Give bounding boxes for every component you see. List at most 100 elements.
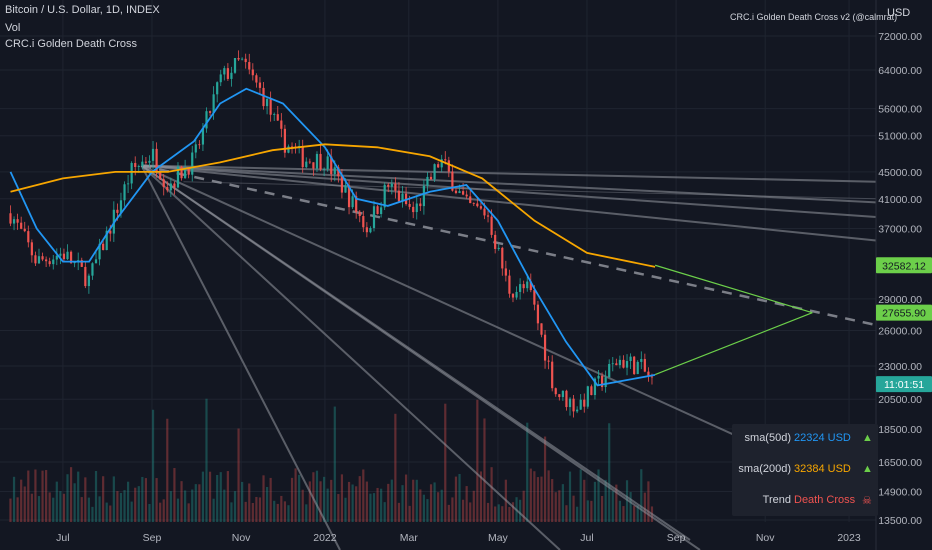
candle-body: [597, 375, 600, 379]
volume-bar: [91, 506, 94, 522]
trendline: [140, 165, 341, 550]
trendline: [140, 164, 691, 541]
volume-bar: [404, 474, 408, 522]
volume-bar: [169, 491, 172, 522]
candle-body: [80, 260, 83, 267]
volume-bar: [294, 468, 297, 522]
candle-body: [586, 386, 589, 407]
candle-body: [180, 166, 183, 179]
volume-bar: [565, 505, 568, 522]
volume-bar: [116, 491, 119, 522]
candle-body: [543, 334, 547, 361]
volume-bar: [501, 506, 504, 522]
candle-body: [647, 371, 650, 377]
candle-body: [305, 161, 308, 168]
candle-body: [144, 161, 148, 163]
candle-body: [126, 183, 130, 185]
candle-body: [280, 120, 283, 129]
candle-body: [319, 153, 322, 170]
volume-bar: [454, 476, 458, 522]
volume-bar: [494, 506, 497, 522]
candle-body: [444, 159, 447, 161]
candle-body: [169, 183, 172, 191]
volume-bar: [273, 500, 276, 522]
volume-bar: [458, 473, 461, 522]
candle-body: [45, 259, 48, 262]
candle-body: [643, 358, 646, 372]
x-tick-label: Nov: [756, 532, 775, 544]
volume-bar: [126, 481, 130, 522]
volume-bar: [66, 474, 69, 522]
volume-bar: [511, 502, 515, 522]
volume-bar: [69, 467, 73, 522]
price-badge-label: 27655.90: [882, 308, 926, 320]
volume-bar: [30, 493, 33, 522]
candle-body: [476, 203, 479, 207]
indicator-legend[interactable]: CRC.i Golden Death Cross: [5, 38, 138, 50]
x-tick-label: Jul: [580, 532, 593, 544]
volume-bar: [383, 502, 386, 522]
volume-bar: [87, 497, 90, 522]
candle-body: [141, 161, 144, 167]
x-tick-label: May: [488, 532, 509, 544]
volume-bar: [604, 479, 607, 522]
volume-bar: [166, 418, 169, 522]
candle-body: [490, 216, 493, 235]
volume-bar: [237, 428, 240, 522]
volume-bar: [176, 498, 180, 522]
currency-label[interactable]: USD: [887, 7, 911, 19]
candle-body: [102, 243, 105, 251]
candle-body: [394, 183, 397, 191]
candle-body: [287, 146, 290, 153]
candle-body: [511, 293, 515, 298]
volume-bar: [444, 403, 447, 522]
trendline: [183, 181, 877, 200]
volume-bar: [640, 469, 643, 522]
volume-bar: [647, 481, 650, 522]
volume-bar: [618, 500, 622, 522]
candle-body: [62, 253, 66, 260]
candle-body: [412, 206, 415, 213]
candle-body: [461, 191, 465, 195]
candle-body: [198, 144, 201, 146]
trendlines: [140, 164, 877, 550]
volume-bar: [583, 479, 586, 522]
volume-legend[interactable]: Vol: [5, 22, 21, 34]
candle-body: [84, 266, 87, 287]
volume-bar: [205, 398, 208, 522]
volume-bar: [372, 493, 376, 522]
volume-bar: [191, 489, 194, 522]
candle-body: [248, 62, 251, 70]
candle-body: [148, 160, 151, 163]
candle-body: [184, 168, 187, 179]
candle-body: [91, 263, 94, 276]
volume-bar: [155, 478, 158, 522]
candle-body: [415, 203, 418, 213]
candle-body: [397, 190, 401, 202]
symbol-title[interactable]: Bitcoin / U.S. Dollar, 1D, INDEX: [5, 4, 160, 16]
volume-bar: [622, 506, 625, 522]
volume-bar: [184, 490, 187, 522]
candle-body: [515, 291, 518, 298]
up-triangle-icon: ▲: [862, 432, 873, 444]
volume-bar: [369, 493, 372, 522]
volume-bar: [536, 477, 540, 522]
volume-bar: [447, 504, 450, 522]
volume-bar: [465, 486, 468, 522]
volume-bar: [62, 493, 66, 522]
volume-bar: [394, 413, 397, 522]
volume-bar: [241, 481, 244, 522]
volume-bar: [437, 492, 440, 522]
candle-body: [365, 227, 368, 233]
volume-bar: [112, 476, 115, 522]
y-tick-label: 41000.00: [878, 194, 922, 206]
volume-bar: [216, 474, 219, 522]
candle-body: [9, 213, 12, 224]
volume-bar: [568, 471, 572, 522]
candle-body: [558, 394, 561, 398]
candle-body: [504, 268, 507, 276]
volume-bar: [469, 502, 472, 522]
volume-bar: [326, 488, 329, 522]
sma50-line: [9, 87, 656, 387]
